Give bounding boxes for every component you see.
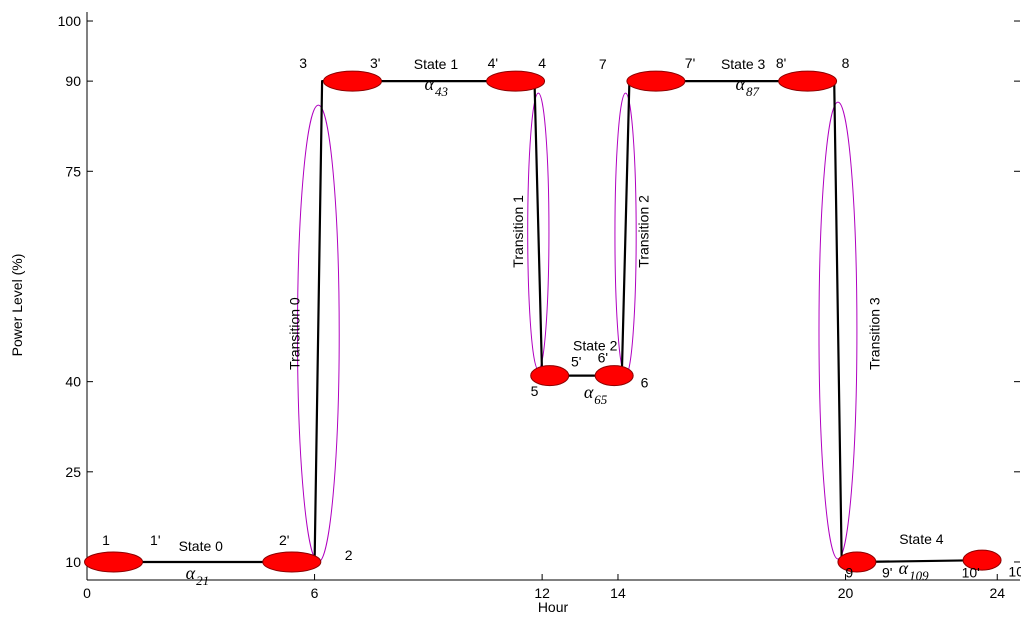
x-tick-label: 6 <box>311 585 319 601</box>
x-tick-label: 12 <box>534 585 550 601</box>
annotation-label: 2 <box>345 547 353 563</box>
y-tick-label: 25 <box>65 464 81 480</box>
annotation-label: 1' <box>150 532 160 548</box>
annotation-label: 8 <box>842 55 850 71</box>
state-marker <box>486 70 546 92</box>
annotation-label: State 2 <box>573 337 618 353</box>
annotation-label: 1 <box>102 532 110 548</box>
annotation-label: State 0 <box>179 538 224 554</box>
annotation-label: 2' <box>279 532 289 548</box>
x-tick-label: 20 <box>838 585 854 601</box>
annotation-label: 4 <box>538 55 546 71</box>
y-tick-label: 100 <box>58 13 82 29</box>
annotation-label: 10 <box>1008 563 1021 579</box>
state-marker <box>262 551 322 573</box>
power-level-series-line <box>113 79 983 564</box>
y-tick-label: 75 <box>65 163 81 179</box>
transition-label: Transition 0 <box>286 297 302 370</box>
annotation-label: 4' <box>488 55 498 71</box>
annotation-label: 7' <box>685 55 695 71</box>
state-marker <box>778 70 838 92</box>
x-tick-label: 14 <box>610 585 626 601</box>
annotation-label: State 1 <box>414 56 459 72</box>
transition-label: Transition 1 <box>510 195 526 268</box>
annotation-label: 6 <box>641 375 649 391</box>
annotation-label: 3' <box>370 55 380 71</box>
transition-label: Transition 3 <box>867 297 883 370</box>
annotation-label: 7 <box>599 56 607 72</box>
x-tick-label: 0 <box>83 585 91 601</box>
annotation-label: 5 <box>531 383 539 399</box>
annotation-label: State 3 <box>721 56 766 72</box>
annotation-label: 9 <box>845 565 853 581</box>
y-tick-label: 40 <box>65 374 81 390</box>
x-axis-label: Hour <box>538 599 569 615</box>
annotation-label: 6' <box>598 349 608 365</box>
y-tick-label: 90 <box>65 73 81 89</box>
y-tick-label: 10 <box>65 554 81 570</box>
state-marker <box>322 70 382 92</box>
state-marker <box>837 551 877 573</box>
x-tick-label: 24 <box>989 585 1005 601</box>
state-marker <box>962 549 1002 571</box>
state-marker <box>84 551 144 573</box>
state-marker <box>626 70 686 92</box>
annotation-label: 5' <box>571 354 581 370</box>
y-axis-label: Power Level (%) <box>9 254 25 357</box>
annotation-label: 3 <box>299 55 307 71</box>
transition-ellipse <box>818 101 858 560</box>
annotation-label: 8' <box>776 55 786 71</box>
annotation-label: 10' <box>962 565 980 581</box>
transition-label: Transition 2 <box>635 195 651 268</box>
state-marker <box>594 365 634 387</box>
annotation-label: State 4 <box>899 531 944 547</box>
annotation-label: 9' <box>882 565 892 581</box>
state-marker <box>530 365 570 387</box>
